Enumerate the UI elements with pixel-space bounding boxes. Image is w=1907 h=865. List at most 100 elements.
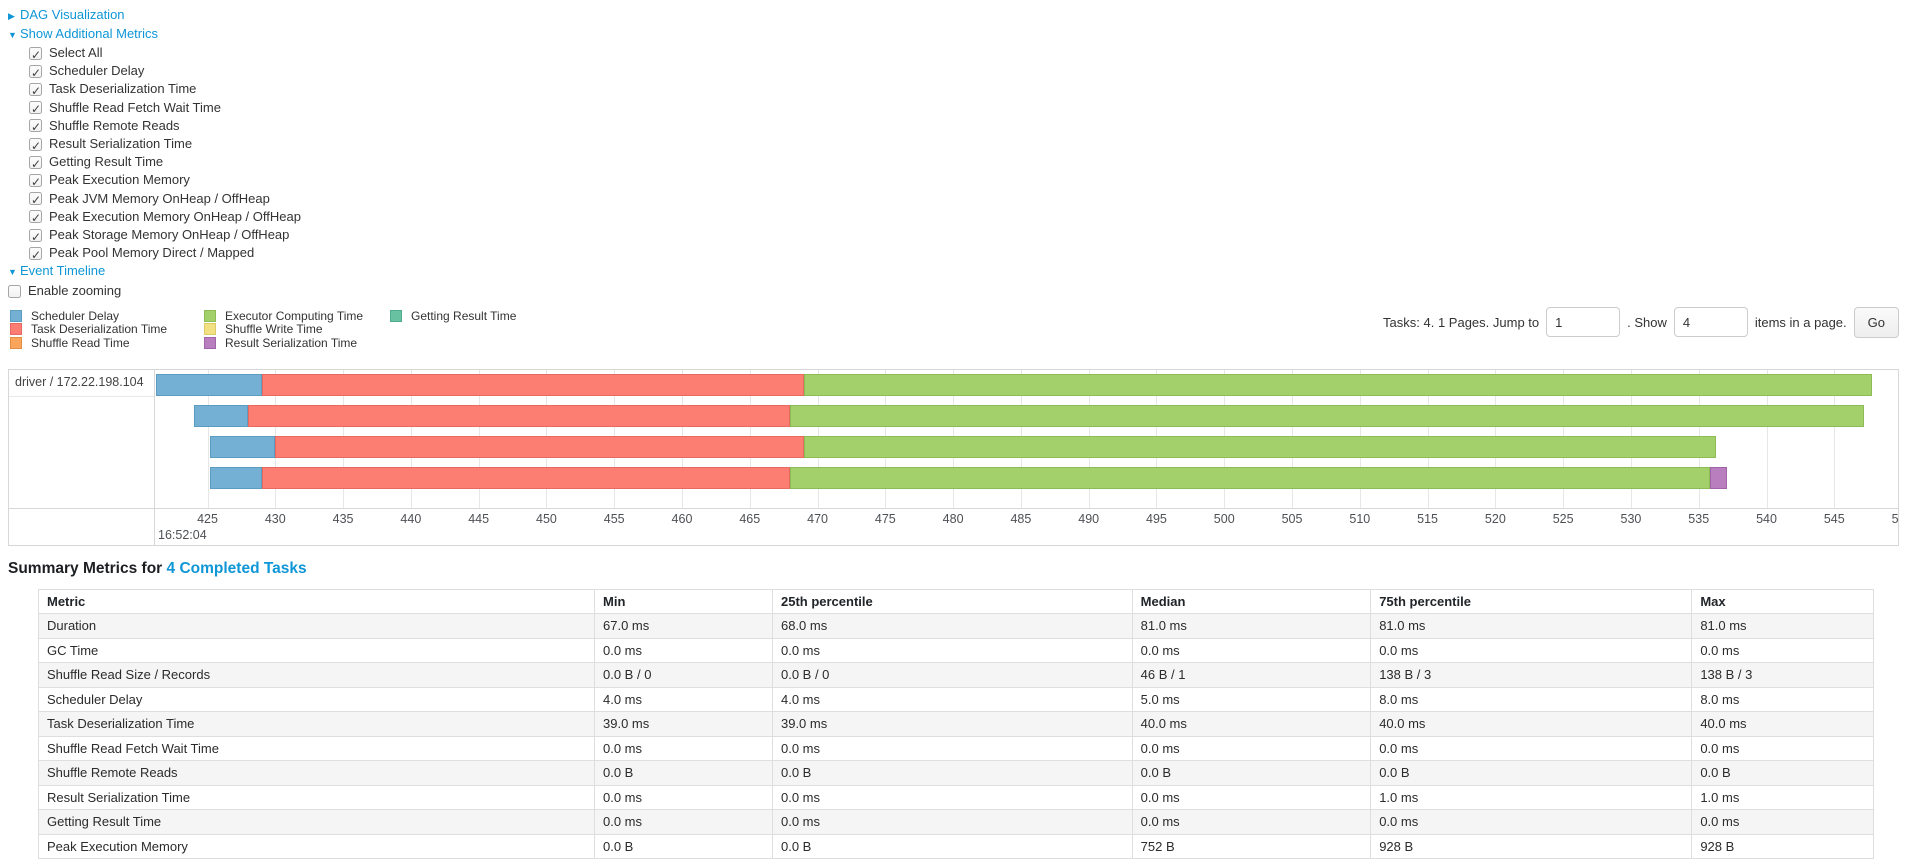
metric-value-cell: 0.0 ms bbox=[1370, 637, 1693, 664]
metric-checkbox-row: Peak Pool Memory Direct / Mapped bbox=[8, 244, 1899, 264]
metric-name-cell: Getting Result Time bbox=[38, 809, 595, 835]
task-bar[interactable] bbox=[156, 404, 1898, 427]
axis-tick-label: 425 bbox=[197, 511, 218, 526]
jump-to-page-input[interactable] bbox=[1546, 307, 1621, 338]
task-segment-task-deserialization[interactable] bbox=[261, 466, 791, 489]
task-deserialization-swatch-icon bbox=[10, 323, 22, 336]
metric-value-cell: 0.0 B / 0 bbox=[594, 662, 773, 688]
metric-value-cell: 4.0 ms bbox=[594, 686, 773, 713]
task-segment-scheduler-delay[interactable] bbox=[210, 435, 276, 458]
metric-checkbox-row: Getting Result Time bbox=[8, 153, 1899, 173]
legend-column: Executor Computing Time Shuffle Write Tim… bbox=[204, 309, 390, 350]
task-segment-scheduler-delay[interactable] bbox=[156, 373, 262, 396]
summary-table-row: GC Time 0.0 ms 0.0 ms 0.0 ms 0.0 ms 0.0 ms bbox=[38, 637, 1874, 664]
metric-value-cell: 0.0 B bbox=[771, 833, 1133, 860]
task-segment-scheduler-delay[interactable] bbox=[193, 404, 249, 427]
timeline-axis: 425 430 435 440 445 450 455 460 465 470 475 480 485 4… bbox=[156, 509, 1898, 546]
metric-checkbox[interactable] bbox=[29, 155, 42, 173]
axis-tick-label: 460 bbox=[671, 511, 693, 526]
task-segment-executor-computing[interactable] bbox=[790, 404, 1865, 427]
metric-value-cell: 40.0 ms bbox=[1131, 711, 1372, 737]
legend-item: Executor Computing Time bbox=[204, 309, 390, 323]
event-timeline-toggle[interactable]: ▼ Event Timeline bbox=[8, 262, 1899, 281]
summary-table-row: Peak Execution Memory 0.0 B 0.0 B 752 B 928 … bbox=[38, 833, 1874, 860]
legend-item: Scheduler Delay bbox=[10, 309, 204, 323]
metric-value-cell: 928 B bbox=[1370, 833, 1693, 860]
task-bar[interactable] bbox=[156, 435, 1898, 458]
pagination-items-text: items in a page. bbox=[1754, 314, 1847, 330]
summary-table-row: Shuffle Read Size / Records 0.0 B / 0 0.0 … bbox=[38, 662, 1874, 688]
metric-checkbox[interactable] bbox=[29, 173, 42, 191]
metric-value-cell: 81.0 ms bbox=[1691, 613, 1874, 639]
task-bar[interactable] bbox=[156, 373, 1898, 396]
metric-value-cell: 1.0 ms bbox=[1370, 784, 1693, 811]
summary-table-row: Shuffle Read Fetch Wait Time 0.0 ms 0.0 ms… bbox=[38, 735, 1874, 762]
legend-item: Getting Result Time bbox=[390, 309, 516, 323]
task-segment-task-deserialization[interactable] bbox=[275, 435, 804, 458]
metric-value-cell: 4.0 ms bbox=[771, 686, 1133, 713]
axis-tick-label: 510 bbox=[1349, 511, 1371, 526]
metric-checkbox[interactable] bbox=[29, 191, 42, 209]
metric-value-cell: 928 B bbox=[1691, 833, 1874, 860]
timeline-group-column: driver / 172.22.198.104 bbox=[9, 369, 155, 545]
metric-checkbox[interactable] bbox=[29, 137, 42, 155]
metric-checkbox-label: Scheduler Delay bbox=[49, 63, 145, 79]
metric-name-cell: Shuffle Remote Reads bbox=[38, 760, 595, 786]
axis-tick-label: 500 bbox=[1213, 511, 1235, 526]
metric-value-cell: 0.0 ms bbox=[771, 637, 1133, 664]
go-button[interactable]: Go bbox=[1853, 306, 1899, 338]
metric-value-cell: 0.0 ms bbox=[771, 735, 1133, 762]
axis-tick-label: 515 bbox=[1417, 511, 1439, 526]
axis-tick-label: 445 bbox=[468, 511, 490, 526]
enable-zooming-label: Enable zooming bbox=[28, 283, 122, 299]
task-segment-task-deserialization[interactable] bbox=[248, 404, 791, 427]
metric-value-cell: 0.0 ms bbox=[1131, 809, 1372, 835]
task-segment-executor-computing[interactable] bbox=[790, 466, 1710, 489]
metric-value-cell: 0.0 ms bbox=[1370, 735, 1693, 762]
summary-title-text: Summary Metrics for bbox=[8, 559, 163, 577]
metric-value-cell: 0.0 B bbox=[1131, 760, 1372, 786]
metric-checkbox[interactable] bbox=[29, 82, 42, 100]
task-segment-result-serialization[interactable] bbox=[1709, 466, 1728, 489]
metric-value-cell: 0.0 ms bbox=[1691, 809, 1874, 835]
completed-tasks-link[interactable]: 4 Completed Tasks bbox=[166, 559, 307, 577]
metric-value-cell: 0.0 ms bbox=[1131, 784, 1372, 811]
metric-checkbox[interactable] bbox=[29, 118, 42, 137]
axis-tick-label: 535 bbox=[1688, 511, 1710, 526]
metric-value-cell: 5.0 ms bbox=[1131, 686, 1372, 713]
metric-checkbox[interactable] bbox=[29, 64, 42, 82]
metric-checkbox-label: Getting Result Time bbox=[49, 154, 164, 170]
metric-value-cell: 0.0 B bbox=[594, 833, 773, 860]
task-bar[interactable] bbox=[156, 466, 1898, 489]
metric-checkbox[interactable] bbox=[29, 46, 42, 64]
metric-value-cell: 8.0 ms bbox=[1370, 686, 1693, 713]
items-per-page-input[interactable] bbox=[1673, 307, 1748, 338]
timeline-axis-line bbox=[9, 507, 1898, 509]
metric-checkbox[interactable] bbox=[29, 209, 42, 228]
dag-visualization-toggle[interactable]: ▶ DAG Visualization bbox=[8, 6, 1899, 25]
metric-value-cell: 0.0 B / 0 bbox=[771, 662, 1133, 688]
task-segment-executor-computing[interactable] bbox=[803, 373, 1873, 396]
metric-value-cell: 0.0 ms bbox=[771, 784, 1133, 811]
collapsed-triangle-icon: ▶ bbox=[8, 11, 15, 21]
metric-checkbox-label: Peak Execution Memory OnHeap / OffHeap bbox=[49, 208, 301, 224]
metric-value-cell: 0.0 ms bbox=[594, 735, 773, 762]
legend-column: Getting Result Time bbox=[390, 309, 516, 350]
metric-checkbox[interactable] bbox=[29, 246, 42, 264]
metric-checkbox[interactable] bbox=[29, 100, 42, 118]
task-segment-scheduler-delay[interactable] bbox=[210, 466, 262, 489]
metric-value-cell: 8.0 ms bbox=[1691, 686, 1874, 713]
metric-checkbox-row: Scheduler Delay bbox=[8, 62, 1899, 82]
metric-checkbox[interactable] bbox=[29, 228, 42, 246]
task-segment-executor-computing[interactable] bbox=[803, 435, 1717, 458]
legend-item: Result Serialization Time bbox=[204, 336, 390, 350]
metric-checkbox-row: Task Deserialization Time bbox=[8, 80, 1899, 100]
enable-zooming-checkbox[interactable] bbox=[8, 285, 21, 299]
task-segment-task-deserialization[interactable] bbox=[261, 373, 804, 396]
axis-tick-label: 435 bbox=[332, 511, 354, 526]
show-additional-metrics-toggle[interactable]: ▼ Show Additional Metrics bbox=[8, 25, 1899, 44]
axis-tick-label: 550 bbox=[1891, 511, 1898, 526]
metric-name-cell: Scheduler Delay bbox=[38, 686, 595, 713]
tasks-pagination: Tasks: 4. 1 Pages. Jump to . Show items … bbox=[1383, 306, 1899, 338]
metric-value-cell: 0.0 ms bbox=[1131, 637, 1372, 664]
